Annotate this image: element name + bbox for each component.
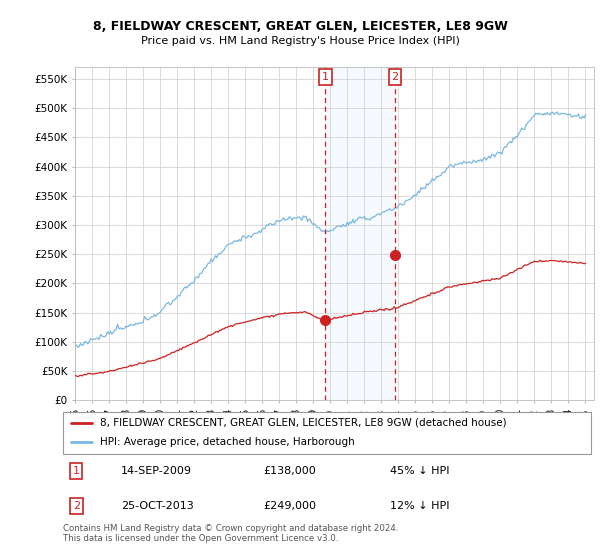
Bar bbox=[325, 67, 395, 400]
FancyBboxPatch shape bbox=[63, 412, 591, 454]
Text: 12% ↓ HPI: 12% ↓ HPI bbox=[391, 501, 450, 511]
Text: 45% ↓ HPI: 45% ↓ HPI bbox=[391, 466, 450, 476]
Text: 8, FIELDWAY CRESCENT, GREAT GLEN, LEICESTER, LE8 9GW (detached house): 8, FIELDWAY CRESCENT, GREAT GLEN, LEICES… bbox=[100, 418, 506, 428]
Text: 2: 2 bbox=[392, 72, 398, 82]
Text: 2: 2 bbox=[73, 501, 80, 511]
Text: Contains HM Land Registry data © Crown copyright and database right 2024.
This d: Contains HM Land Registry data © Crown c… bbox=[63, 524, 398, 543]
Text: Price paid vs. HM Land Registry's House Price Index (HPI): Price paid vs. HM Land Registry's House … bbox=[140, 36, 460, 46]
Text: 1: 1 bbox=[322, 72, 329, 82]
Text: 1: 1 bbox=[73, 466, 80, 476]
Text: 25-OCT-2013: 25-OCT-2013 bbox=[121, 501, 194, 511]
Text: £249,000: £249,000 bbox=[263, 501, 317, 511]
Text: 8, FIELDWAY CRESCENT, GREAT GLEN, LEICESTER, LE8 9GW: 8, FIELDWAY CRESCENT, GREAT GLEN, LEICES… bbox=[92, 20, 508, 32]
Text: £138,000: £138,000 bbox=[263, 466, 316, 476]
Text: HPI: Average price, detached house, Harborough: HPI: Average price, detached house, Harb… bbox=[100, 437, 355, 447]
Text: 14-SEP-2009: 14-SEP-2009 bbox=[121, 466, 192, 476]
